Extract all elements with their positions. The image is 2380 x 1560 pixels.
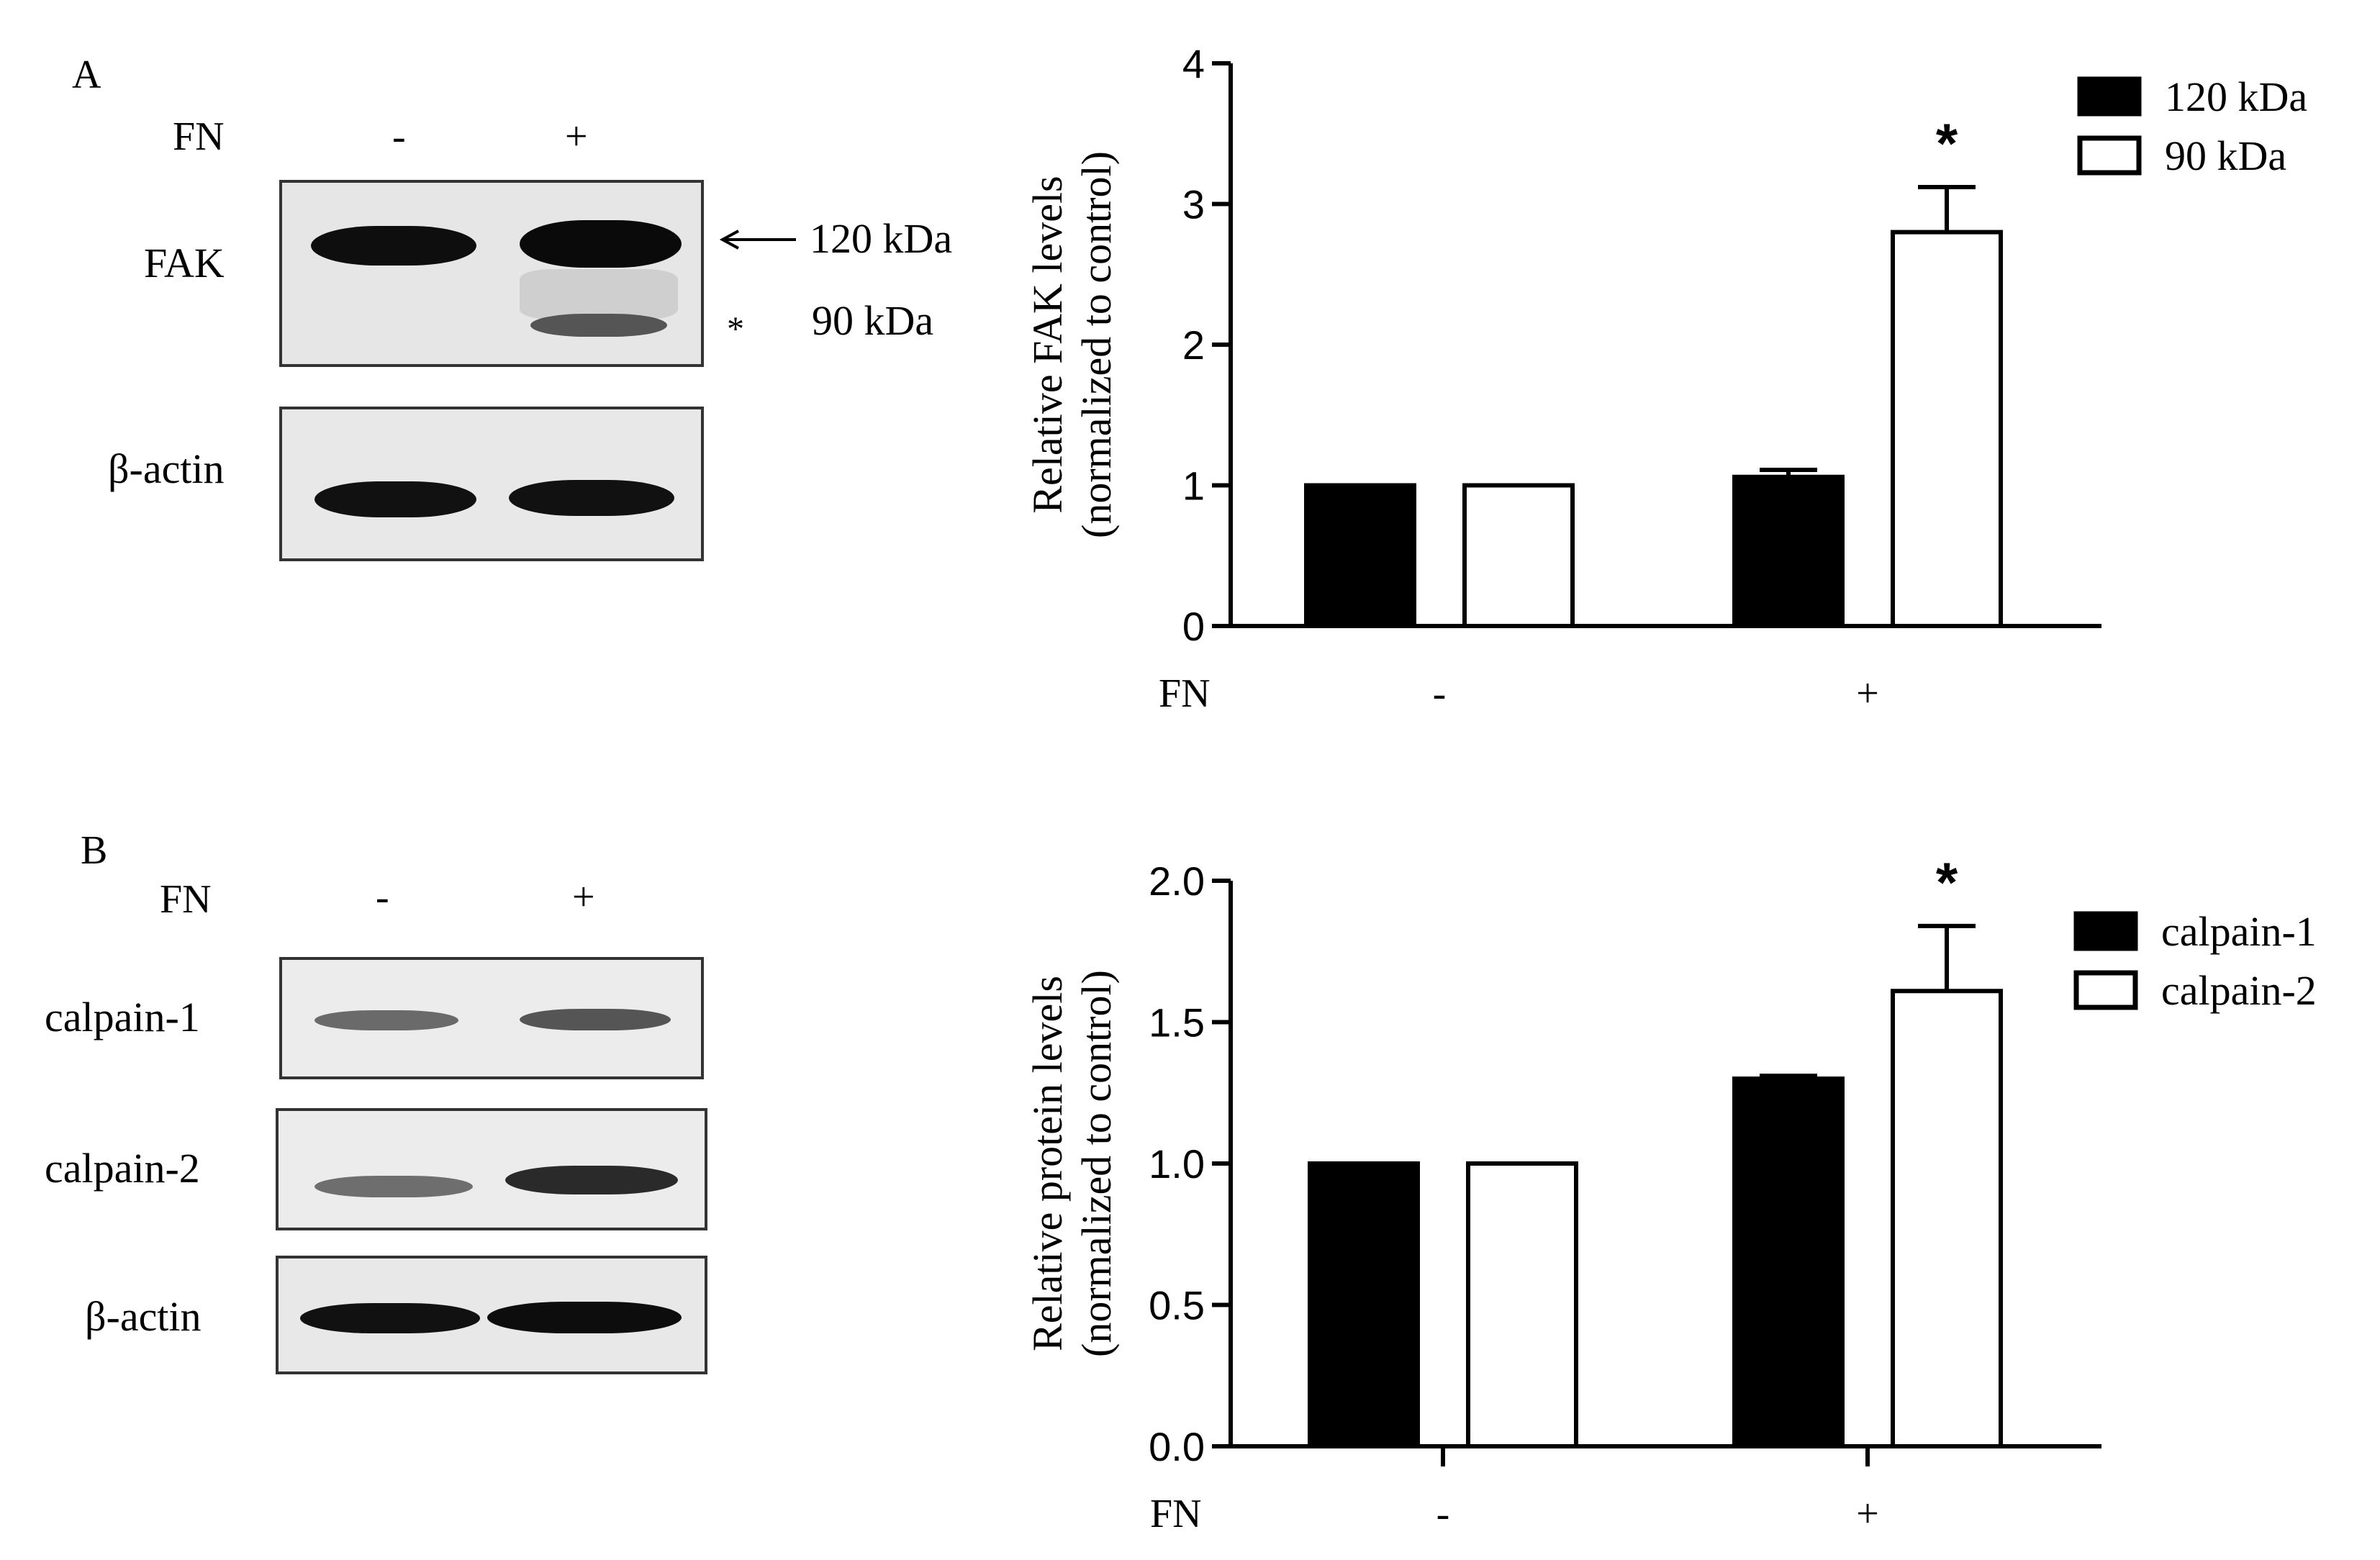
fak-blot-label: FAK [144, 240, 225, 286]
legend-label-120-kda: 120 kDa [2165, 73, 2307, 120]
significance-mark: * [1936, 112, 1958, 175]
legend-swatch-90-kda [2077, 135, 2142, 176]
bar-calpain-1-minus [1308, 1161, 1420, 1448]
actin-band-lane1 [315, 481, 476, 517]
marker-star: * [727, 310, 744, 348]
legend-label-calpain-1: calpain-1 [2161, 908, 2317, 955]
arrow-120-icon [720, 230, 796, 250]
x-tick-label: + [1856, 671, 1879, 716]
x-tick-label: - [1433, 671, 1447, 716]
y-axis-label-line2: (normalized to control) [1073, 151, 1120, 538]
bar-120-kda-minus [1304, 483, 1416, 628]
legend-swatch-calpain-2 [2073, 970, 2138, 1010]
fak-120-band-lane2 [520, 220, 682, 268]
calpain-1-blot [279, 957, 704, 1079]
y-tick-label: 0.5 [1149, 1283, 1205, 1328]
x-tick-label: - [1436, 1492, 1450, 1536]
y-axis-label: Relative FAK levels [1024, 176, 1071, 513]
beta-actin-label-b: β-actin [85, 1293, 202, 1340]
panel-b-lane-minus: - [376, 875, 389, 920]
x-axis-label: FN [1159, 671, 1211, 716]
calpain-1-band-lane1 [315, 1010, 458, 1030]
y-tick-label: 0 [1182, 604, 1205, 649]
calpain-1-label: calpain-1 [45, 994, 200, 1040]
legend-label-calpain-2: calpain-2 [2161, 967, 2317, 1014]
marker-90-label: 90 kDa [812, 297, 934, 344]
legend-swatch-120-kda [2077, 76, 2142, 117]
beta-actin-blot-b [276, 1256, 707, 1374]
chart-b: 0.0 0.5 1.0 1.5 2.0 Relative protein levels (n… [1024, 851, 2317, 1536]
bar-90-kda-minus [1462, 483, 1575, 628]
calpain-2-band-lane2 [505, 1166, 678, 1194]
chart-a: 0 1 2 3 4 Relative FAK levels (normalized to c… [1024, 41, 2307, 716]
calpain-2-label: calpain-2 [45, 1145, 200, 1192]
panel-a-lane-minus: - [392, 114, 406, 159]
y-tick-label: 1 [1182, 463, 1205, 509]
calpain-1-band-lane2 [520, 1009, 671, 1030]
panel-b-letter: B [81, 828, 108, 873]
actin-b-band-lane2 [487, 1302, 682, 1333]
marker-120-label: 120 kDa [810, 215, 953, 262]
x-axis-label: FN [1150, 1492, 1202, 1536]
x-tick-label: + [1856, 1492, 1879, 1536]
y-axis-label-line2: (normalized to control) [1073, 970, 1120, 1357]
y-tick-label: 2.0 [1149, 858, 1205, 904]
fak-90-band-lane2 [530, 314, 667, 337]
y-tick-label: 3 [1182, 182, 1205, 227]
panel-a-letter: A [72, 53, 101, 97]
beta-actin-blot-a [279, 407, 704, 561]
beta-actin-label-a: β-actin [108, 445, 225, 492]
bar-calpain-1-plus [1732, 1076, 1845, 1448]
fak-120-band-lane1 [311, 226, 476, 266]
y-tick-label: 1.5 [1149, 1000, 1205, 1046]
actin-b-band-lane1 [300, 1303, 480, 1333]
bar-calpain-2-plus [1891, 989, 2003, 1448]
panel-a-treatment-label: FN [173, 114, 225, 159]
fak-blot [279, 180, 704, 367]
bar-90-kda-plus [1891, 230, 2003, 629]
y-axis-label: Relative protein levels [1024, 976, 1071, 1351]
y-tick-label: 2 [1182, 322, 1205, 368]
legend-swatch-calpain-1 [2073, 911, 2138, 951]
legend-label-90-kda: 90 kDa [2165, 132, 2286, 179]
bar-calpain-2-minus [1466, 1161, 1578, 1448]
panel-b-treatment-label: FN [160, 877, 212, 922]
y-tick-label: 0.0 [1149, 1424, 1205, 1469]
significance-mark: * [1936, 851, 1958, 914]
fak-smear-lane2 [520, 269, 678, 319]
y-tick-label: 4 [1182, 41, 1205, 86]
y-tick-label: 1.0 [1149, 1141, 1205, 1187]
panel-a-lane-plus: + [565, 114, 588, 159]
calpain-2-band-lane1 [315, 1176, 473, 1197]
actin-band-lane2 [509, 480, 674, 516]
panel-b-lane-plus: + [572, 875, 595, 920]
calpain-2-blot [276, 1108, 707, 1230]
bar-120-kda-plus [1732, 474, 1845, 629]
